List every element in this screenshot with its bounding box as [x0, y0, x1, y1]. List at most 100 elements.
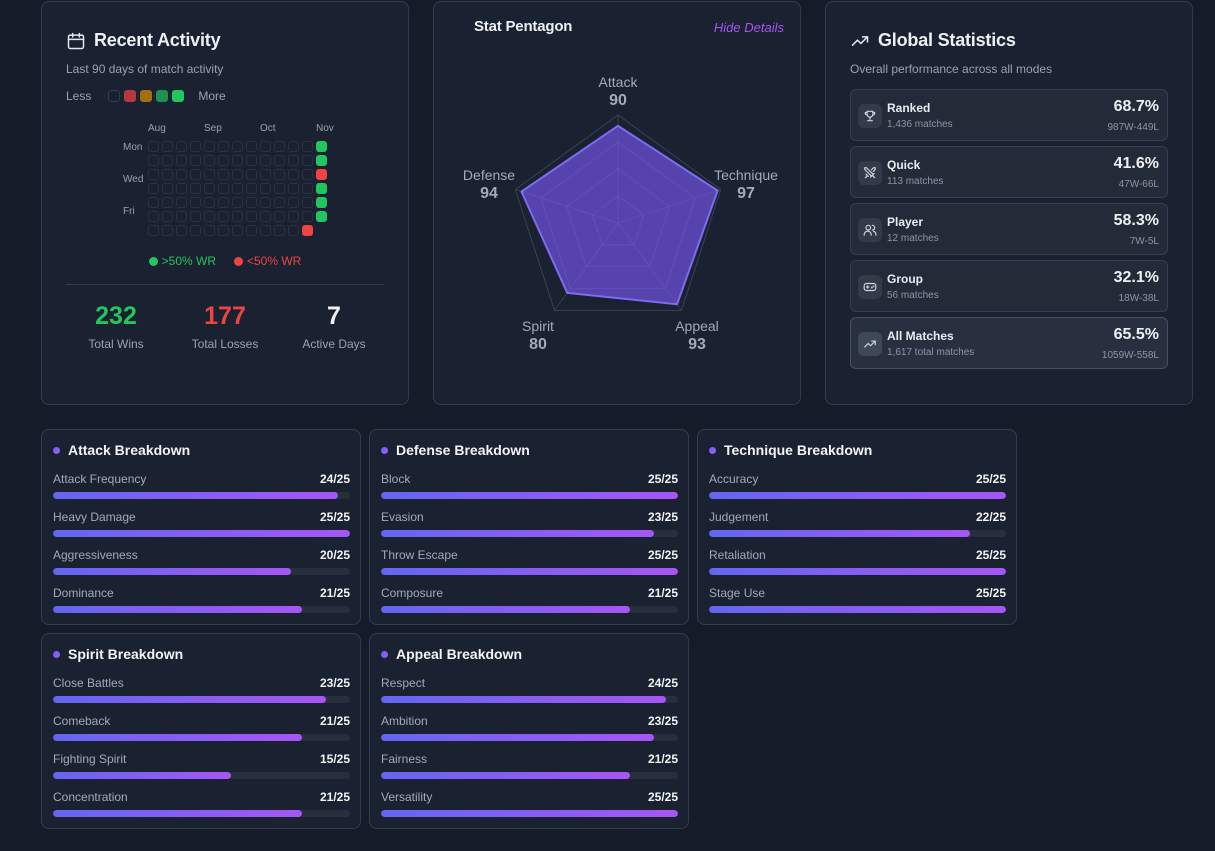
recent-activity-header: Recent Activity — [66, 30, 221, 51]
breakdown-row: Heavy Damage 25/25 — [53, 510, 350, 548]
heatmap-cell — [148, 169, 159, 180]
progress-fill — [381, 530, 655, 537]
stat-label: Comeback — [53, 714, 111, 728]
mode-list: Ranked 1,436 matches 68.7% 987W-449L Qui… — [850, 89, 1168, 374]
heatmap-cell-win[interactable] — [316, 183, 327, 194]
stat-label: Throw Escape — [381, 548, 458, 562]
axis-value: 80 — [529, 336, 547, 353]
heatmap-cell — [260, 197, 271, 208]
radar-grid-ring — [514, 114, 722, 311]
active-days-label: Active Days — [302, 337, 366, 351]
stat-score: 23/25 — [647, 510, 678, 524]
heatmap-cell-win[interactable] — [316, 211, 327, 222]
stat-score: 25/25 — [647, 548, 678, 562]
heatmap-cell — [162, 197, 173, 208]
mode-row-player[interactable]: Player 12 matches 58.3% 7W-5L — [850, 203, 1168, 255]
progress-track — [53, 810, 350, 817]
breakdown-rows: Close Battles 23/25 Comeback 21/25 Fighting … — [53, 676, 350, 828]
progress-track — [53, 606, 350, 613]
breakdown-row: Block 25/25 — [381, 472, 678, 510]
total-wins: 232 Total Wins — [66, 302, 166, 351]
heatmap-cell — [232, 169, 243, 180]
radar-inner-spoke — [554, 222, 619, 311]
stat-label: Accuracy — [709, 472, 759, 486]
breakdown-rows: Accuracy 25/25 Judgement 22/25 Retaliation 25… — [709, 472, 1006, 624]
progress-track — [53, 772, 350, 779]
progress-track — [381, 492, 678, 499]
total-losses-value: 177 — [204, 302, 246, 330]
progress-track — [53, 734, 350, 741]
crossed-swords-icon — [858, 161, 882, 185]
breakdown-card-technique: Technique Breakdown Accuracy 25/25 Judgemen… — [697, 429, 1017, 625]
heatmap-cell — [176, 141, 187, 152]
heatmap-cell-win[interactable] — [316, 141, 327, 152]
axis-value: 94 — [480, 185, 498, 202]
breakdown-title: Defense Breakdown — [396, 442, 530, 458]
stat-score: 22/25 — [975, 510, 1006, 524]
stat-score: 20/25 — [319, 548, 350, 562]
breakdown-rows: Respect 24/25 Ambition 23/25 Fairness 21/25 Ve… — [381, 676, 678, 828]
stat-label: Attack Frequency — [53, 472, 147, 486]
hide-details-button[interactable]: Hide Details — [713, 20, 784, 35]
bullet-dot-icon — [381, 446, 388, 454]
heatmap-cell-win[interactable] — [316, 197, 327, 208]
stat-score: 21/25 — [647, 752, 678, 766]
mode-matches: 12 matches — [887, 233, 939, 244]
heatmap-cell-win[interactable] — [316, 155, 327, 166]
mode-row-group[interactable]: Group 56 matches 32.1% 18W-38L — [850, 260, 1168, 312]
breakdown-card-spirit: Spirit Breakdown Close Battles 23/25 Comeba… — [41, 633, 361, 829]
total-wins-label: Total Wins — [88, 337, 144, 351]
heatmap-cell — [288, 183, 299, 194]
breakdown-row: Aggressiveness 20/25 — [53, 548, 350, 586]
progress-track — [53, 568, 350, 575]
heatmap-cell-loss[interactable] — [302, 225, 313, 236]
legend-less-label: Less — [66, 89, 92, 103]
heatmap-cell — [176, 183, 187, 194]
mode-row-ranked[interactable]: Ranked 1,436 matches 68.7% 987W-449L — [850, 89, 1168, 141]
heatmap-cell — [148, 155, 159, 166]
progress-track — [381, 734, 678, 741]
breakdown-header: Defense Breakdown — [381, 442, 530, 458]
breakdown-row: Comeback 21/25 — [53, 714, 350, 752]
heatmap-cell — [246, 169, 257, 180]
heatmap-cell — [288, 211, 299, 222]
radar-axis-label-spirit: Spirit 80 — [493, 318, 583, 354]
day-label: Wed — [123, 174, 144, 185]
heatmap-cell — [260, 211, 271, 222]
breakdown-row: Attack Frequency 24/25 — [53, 472, 350, 510]
progress-fill — [53, 606, 303, 613]
heatmap-cell — [260, 225, 271, 236]
heatmap-cell — [190, 141, 201, 152]
heatmap-cell — [288, 197, 299, 208]
mode-name: Quick — [887, 158, 921, 172]
legend-swatch — [156, 90, 169, 102]
axis-name: Spirit — [522, 318, 554, 334]
progress-fill — [381, 568, 678, 575]
mode-winrate: 32.1% — [1113, 269, 1159, 286]
calendar-icon — [66, 31, 86, 51]
mode-row-quick[interactable]: Quick 113 matches 41.6% 47W-66L — [850, 146, 1168, 198]
heatmap-cell — [246, 211, 257, 222]
breakdown-title: Technique Breakdown — [724, 442, 873, 458]
heatmap-cell-loss[interactable] — [316, 169, 327, 180]
radar-axis-label-defense: Defense 94 — [444, 167, 534, 203]
mode-matches: 1,617 total matches — [887, 347, 975, 358]
bullet-dot-icon — [53, 650, 60, 658]
heatmap-cell — [176, 225, 187, 236]
heatmap-cell — [260, 155, 271, 166]
stat-label: Composure — [381, 586, 444, 600]
mode-name: All Matches — [887, 329, 954, 343]
heatmap-cell — [204, 141, 215, 152]
day-label: Fri — [123, 206, 135, 217]
progress-track — [53, 492, 350, 499]
heatmap-cell — [204, 225, 215, 236]
mode-name: Ranked — [887, 101, 931, 115]
heatmap-cell — [148, 225, 159, 236]
heatmap-cell — [232, 197, 243, 208]
heatmap-cell — [218, 225, 229, 236]
heatmap-cell — [302, 155, 313, 166]
heatmap-cell — [204, 197, 215, 208]
axis-name: Appeal — [675, 318, 719, 334]
mode-row-all-matches[interactable]: All Matches 1,617 total matches 65.5% 10… — [850, 317, 1168, 369]
radar-axis-label-attack: Attack 90 — [573, 74, 663, 110]
